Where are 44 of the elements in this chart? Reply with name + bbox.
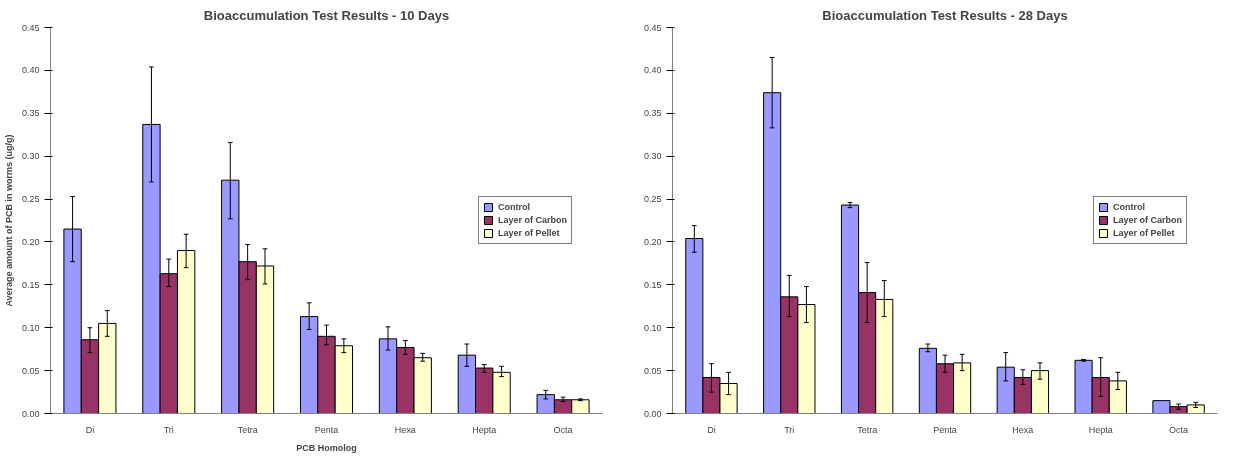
legend-label: Layer of Pellet [1112,227,1175,239]
y-tick-label: 0.05 [643,365,662,376]
y-tick-label: 0.10 [21,322,40,333]
y-tick-label: 0.30 [643,151,662,162]
y-tick-label: 0.20 [21,236,40,247]
x-tick-label: Penta [314,424,339,435]
x-tick-label: Octa [553,424,573,435]
x-tick-label: Di [707,424,716,435]
y-tick-label: 0.20 [643,236,662,247]
legend-label: Control [1112,201,1145,213]
y-tick-label: 0.40 [643,65,662,76]
y-axis-title: Average amount of PCB in worms (ug/g) [3,134,14,307]
x-tick-label: Hexa [1012,424,1034,435]
x-tick-label: Penta [933,424,957,435]
chart-title: Bioaccumulation Test Results - 28 Days [822,7,1068,23]
y-tick-label: 0.45 [21,22,40,33]
x-axis-title: PCB Homolog [296,442,357,453]
y-tick-label: 0.10 [643,322,662,333]
y-tick-label: 0.30 [21,151,40,162]
x-tick-label: Di [85,424,95,435]
x-tick-label: Hepta [472,424,497,435]
x-tick-label: Tetra [857,424,878,435]
y-tick-label: 0.40 [21,65,40,76]
legend-label: Layer of Carbon [497,214,567,226]
x-tick-label: Hexa [394,424,416,435]
y-tick-label: 0.15 [643,279,662,290]
chart-title: Bioaccumulation Test Results - 10 Days [203,7,450,23]
x-tick-label: Tri [784,424,795,435]
x-tick-label: Tri [163,424,174,435]
y-tick-label: 0.15 [21,279,40,290]
x-tick-label: Tetra [237,424,258,435]
y-tick-label: 0.25 [21,194,40,205]
y-tick-label: 0.05 [21,365,40,376]
y-tick-label: 0.00 [21,408,40,419]
y-tick-label: 0.35 [643,108,662,119]
x-tick-label: Hepta [1088,424,1113,435]
legend-label: Layer of Pellet [497,227,560,239]
legend-label: Layer of Carbon [1112,214,1182,226]
x-tick-label: Octa [1169,424,1189,435]
legend-label: Control [497,201,530,213]
y-tick-label: 0.00 [643,408,662,419]
y-tick-label: 0.45 [643,22,662,33]
y-tick-label: 0.35 [21,108,40,119]
y-tick-label: 0.25 [643,194,662,205]
